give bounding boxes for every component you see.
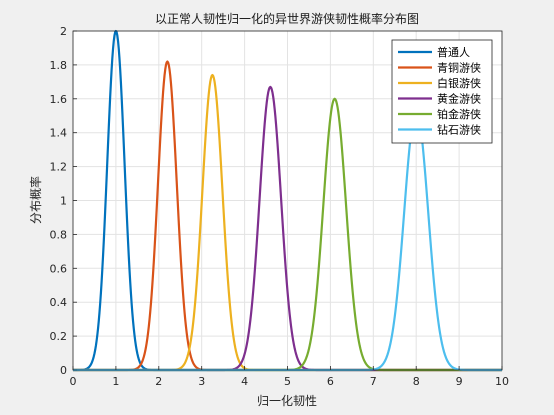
y-axis-label: 分布概率 [28,176,43,224]
x-tick-label: 0 [70,375,77,388]
x-tick-label: 2 [155,375,162,388]
y-tick-label: 0.2 [50,330,68,343]
y-tick-label: 1.6 [50,93,68,106]
ticks: 0 1 2 3 4 5 6 7 8 9 10 0 0.2 0.4 0.6 0.8 1 1.2 1.4 1.6 1.8 2 [50,25,510,388]
y-tick-label: 1.8 [50,59,68,72]
legend-label-5: 钻石游侠 [437,123,481,137]
x-tick-label: 4 [241,375,248,388]
legend-label-2: 白银游侠 [437,76,481,90]
y-tick-label: 0.8 [50,228,68,241]
chart-title: 以正常人韧性归一化的异世界游侠韧性概率分布图 [155,11,419,26]
y-tick-label: 0 [60,364,67,377]
legend-box [391,39,493,144]
x-tick-label: 7 [370,375,377,388]
y-tick-label: 0.4 [50,296,68,309]
x-axis-label: 归一化韧性 [257,394,317,408]
y-tick-label: 2 [60,25,67,38]
x-tick-label: 6 [327,375,334,388]
x-tick-label: 5 [284,375,291,388]
legend-label-3: 黄金游侠 [437,92,481,106]
legend-label-1: 青铜游侠 [437,61,481,75]
y-tick-label: 1 [60,195,67,208]
y-tick-label: 1.4 [50,127,68,140]
x-tick-label: 8 [413,375,420,388]
x-tick-label: 1 [112,375,119,388]
y-tick-label: 0.6 [50,262,68,275]
x-tick-label: 10 [495,375,509,388]
legend-label-0: 普通人 [437,45,470,59]
x-tick-label: 3 [198,375,205,388]
legend-label-4: 铂金游侠 [437,107,481,121]
x-tick-label: 9 [456,375,463,388]
y-tick-label: 1.2 [50,161,68,174]
